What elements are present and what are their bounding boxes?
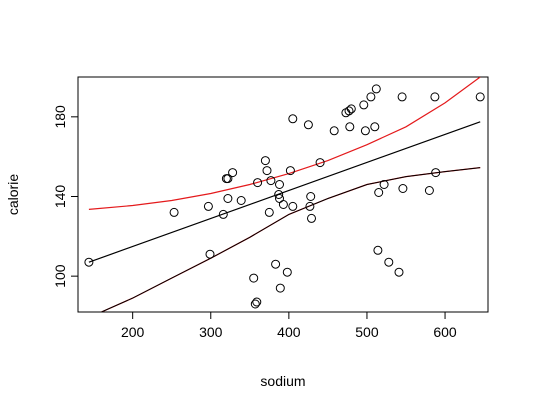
x-tick-label: 500 [355, 324, 379, 340]
fit-line-4 [101, 167, 481, 312]
data-point [345, 122, 355, 132]
data-point [282, 267, 292, 277]
data-point [315, 158, 325, 168]
data-point [285, 166, 295, 176]
y-tick-label: 100 [52, 264, 68, 288]
data-point [271, 259, 281, 269]
data-point [260, 156, 270, 166]
data-point [303, 120, 313, 130]
x-tick-label: 200 [121, 324, 145, 340]
data-point [398, 184, 408, 193]
data-point [266, 176, 276, 186]
data-point [274, 190, 284, 199]
data-point [431, 168, 441, 178]
fit-lines [88, 77, 481, 312]
data-point [346, 104, 356, 114]
data-point [252, 297, 262, 307]
data-point [424, 186, 434, 195]
data-point [430, 92, 440, 102]
data-point [360, 126, 370, 136]
data-point [370, 122, 380, 132]
data-point [169, 207, 179, 217]
y-axis: 100 140 180 [52, 105, 79, 288]
data-point [228, 168, 238, 178]
data-point [379, 180, 389, 189]
data-point [264, 207, 274, 217]
data-point [249, 273, 259, 283]
data-point [278, 200, 288, 209]
data-point [253, 178, 263, 188]
data-point [205, 249, 215, 259]
x-tick-label: 400 [277, 324, 301, 340]
x-axis-label: sodium [260, 373, 305, 389]
fit-line-1 [88, 121, 481, 263]
data-point [275, 180, 284, 189]
data-points [84, 84, 485, 309]
x-axis: 200 300 400 500 600 [121, 311, 457, 340]
data-point [374, 188, 384, 197]
data-point [223, 194, 233, 203]
data-point [288, 201, 298, 211]
data-point [275, 283, 285, 293]
y-tick-label: 180 [52, 105, 68, 129]
data-point [373, 245, 383, 255]
x-tick-label: 600 [433, 324, 457, 340]
data-point [250, 299, 260, 309]
data-point [305, 201, 315, 211]
y-tick-label: 140 [52, 185, 68, 209]
data-point [344, 106, 354, 116]
data-point [288, 114, 298, 124]
fit-line-2 [88, 77, 481, 210]
data-point [366, 92, 376, 102]
data-point [384, 257, 394, 267]
y-axis-label: calorie [5, 174, 21, 215]
data-point [394, 267, 404, 277]
data-point [306, 192, 316, 201]
data-point [218, 209, 228, 219]
data-point [236, 196, 246, 205]
data-point [203, 201, 213, 211]
data-point [223, 174, 233, 184]
data-point [84, 257, 94, 267]
data-point [397, 92, 407, 102]
data-point [329, 126, 339, 136]
data-point [307, 213, 316, 223]
x-tick-label: 300 [199, 324, 223, 340]
data-point [262, 166, 272, 176]
data-point [371, 84, 381, 94]
data-point [475, 92, 485, 102]
data-point [359, 100, 369, 110]
